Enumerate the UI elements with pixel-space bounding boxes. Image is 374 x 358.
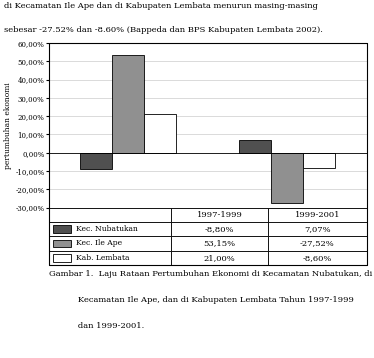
Bar — [171, 208, 268, 222]
Text: 21,00%: 21,00% — [203, 254, 235, 262]
Bar — [49, 222, 171, 236]
Text: Kec. Ile Ape: Kec. Ile Ape — [76, 240, 122, 247]
Text: -8,60%: -8,60% — [303, 254, 332, 262]
Text: -27,52%: -27,52% — [300, 240, 335, 247]
Bar — [49, 251, 171, 265]
Bar — [268, 251, 367, 265]
Bar — [112, 55, 144, 153]
Bar — [171, 236, 268, 251]
Y-axis label: pertumbuhan ekonomi: pertumbuhan ekonomi — [4, 82, 12, 169]
Text: Kec. Nubatukan: Kec. Nubatukan — [76, 225, 138, 233]
Bar — [53, 225, 71, 233]
Text: 1997-1999: 1997-1999 — [197, 211, 242, 219]
Text: 1999-2001: 1999-2001 — [294, 211, 340, 219]
Bar — [49, 236, 171, 251]
Bar — [80, 153, 112, 169]
Bar — [49, 208, 171, 222]
Bar — [171, 251, 268, 265]
Bar — [271, 153, 303, 203]
Text: 53,15%: 53,15% — [203, 240, 236, 247]
Bar — [53, 240, 71, 247]
Bar — [268, 222, 367, 236]
Text: dan 1999-2001.: dan 1999-2001. — [49, 322, 144, 330]
Bar — [144, 114, 176, 153]
Text: di Kecamatan Ile Ape dan di Kabupaten Lembata menurun masing-masing: di Kecamatan Ile Ape dan di Kabupaten Le… — [4, 2, 318, 10]
Text: Kecamatan Ile Ape, dan di Kabupaten Lembata Tahun 1997-1999: Kecamatan Ile Ape, dan di Kabupaten Lemb… — [49, 296, 353, 304]
Text: Gambar 1.  Laju Rataan Pertumbuhan Ekonomi di Kecamatan Nubatukan, di: Gambar 1. Laju Rataan Pertumbuhan Ekonom… — [49, 270, 372, 278]
Bar — [171, 222, 268, 236]
Bar — [239, 140, 271, 153]
Text: Kab. Lembata: Kab. Lembata — [76, 254, 129, 262]
Bar — [268, 236, 367, 251]
Text: -8,80%: -8,80% — [205, 225, 234, 233]
Bar — [303, 153, 335, 169]
Text: 7,07%: 7,07% — [304, 225, 331, 233]
Bar — [53, 254, 71, 262]
Text: sebesar -27.52% dan -8.60% (Bappeda dan BPS Kabupaten Lembata 2002).: sebesar -27.52% dan -8.60% (Bappeda dan … — [4, 26, 323, 34]
Bar — [268, 208, 367, 222]
